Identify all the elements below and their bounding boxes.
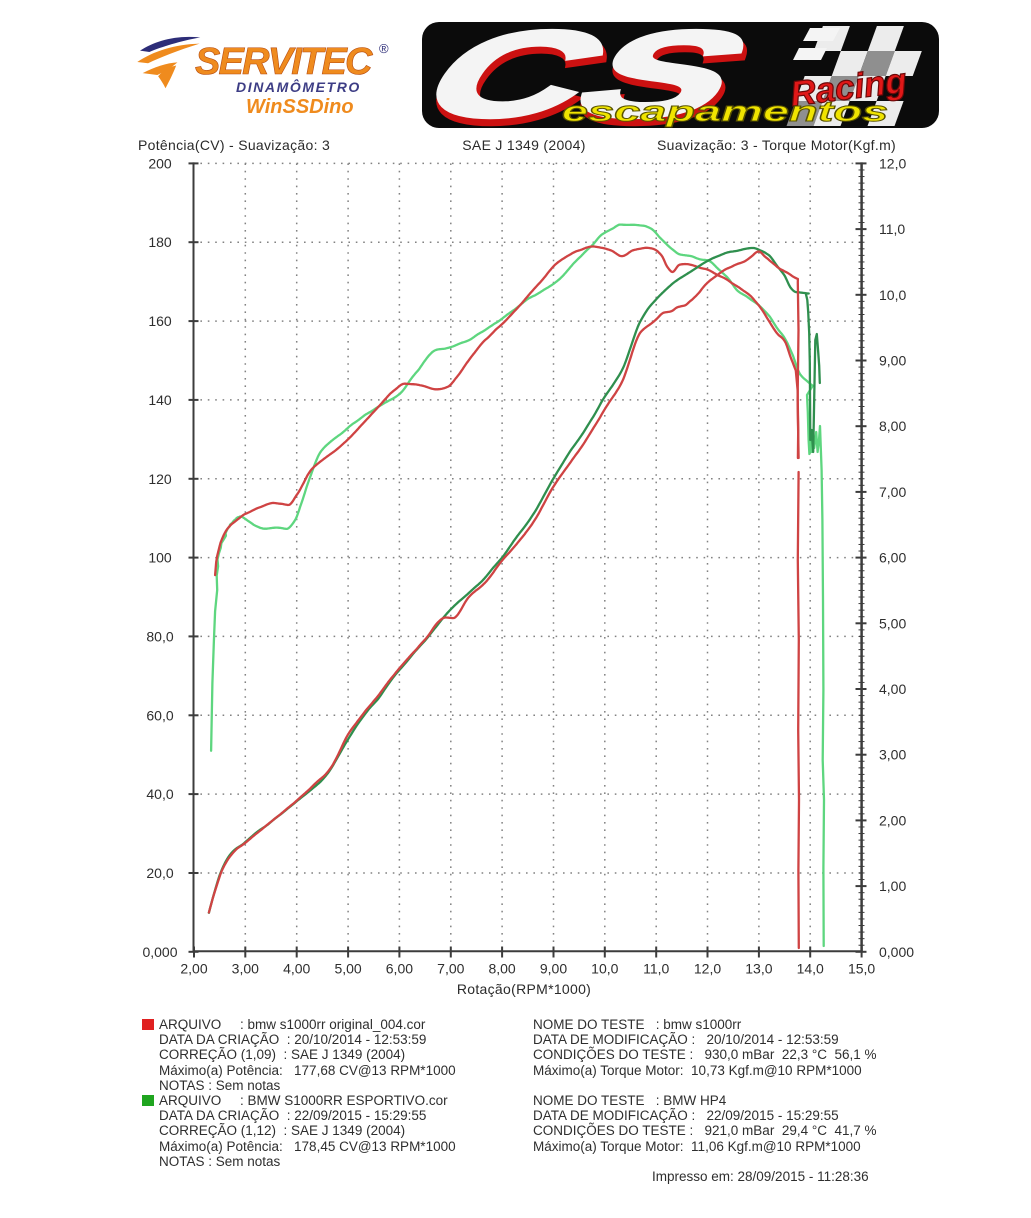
svg-text:1,00: 1,00 <box>879 878 906 894</box>
svg-text:9,00: 9,00 <box>879 353 906 369</box>
svg-text:5,00: 5,00 <box>334 961 361 977</box>
svg-text:160: 160 <box>148 313 172 329</box>
svg-text:0,000: 0,000 <box>879 944 914 960</box>
svg-text:6,00: 6,00 <box>879 550 906 566</box>
svg-text:11,0: 11,0 <box>879 221 905 237</box>
svg-text:11,0: 11,0 <box>643 961 669 977</box>
svg-text:WinSSDino: WinSSDino <box>246 96 354 118</box>
svg-text:escapamentos: escapamentos <box>562 96 888 128</box>
svg-text:2,00: 2,00 <box>879 812 906 828</box>
svg-text:8,00: 8,00 <box>879 418 906 434</box>
svg-text:60,0: 60,0 <box>146 707 173 723</box>
svg-text:0,000: 0,000 <box>142 944 177 960</box>
svg-text:100: 100 <box>148 550 172 566</box>
svg-text:Potência(CV) - Suavização: 3: Potência(CV) - Suavização: 3 <box>138 137 330 153</box>
svg-text:13,0: 13,0 <box>745 961 772 977</box>
svg-text:10,0: 10,0 <box>879 287 906 303</box>
svg-text:4,00: 4,00 <box>283 961 310 977</box>
svg-text:40,0: 40,0 <box>146 786 173 802</box>
svg-text:4,00: 4,00 <box>879 681 906 697</box>
svg-text:80,0: 80,0 <box>146 628 173 644</box>
svg-text:200: 200 <box>148 155 172 171</box>
svg-text:12,0: 12,0 <box>694 961 721 977</box>
svg-text:180: 180 <box>148 234 172 250</box>
svg-text:SAE J 1349 (2004): SAE J 1349 (2004) <box>462 137 585 153</box>
svg-text:3,00: 3,00 <box>879 747 906 763</box>
svg-text:9,00: 9,00 <box>540 961 567 977</box>
svg-text:7,00: 7,00 <box>437 961 464 977</box>
svg-text:14,0: 14,0 <box>797 961 824 977</box>
svg-text:2,00: 2,00 <box>180 961 207 977</box>
svg-text:12,0: 12,0 <box>879 155 906 171</box>
svg-text:20,0: 20,0 <box>146 865 173 881</box>
svg-text:®: ® <box>379 41 389 56</box>
svg-text:8,00: 8,00 <box>488 961 515 977</box>
svg-text:DINAMÔMETRO: DINAMÔMETRO <box>236 78 361 95</box>
svg-text:120: 120 <box>148 471 172 487</box>
svg-text:7,00: 7,00 <box>879 484 906 500</box>
svg-text:3,00: 3,00 <box>232 961 259 977</box>
svg-text:15,0: 15,0 <box>848 961 875 977</box>
svg-text:Suavização: 3 - Torque Motor(K: Suavização: 3 - Torque Motor(Kgf.m) <box>657 137 896 153</box>
svg-text:10,0: 10,0 <box>591 961 618 977</box>
svg-text:Rotação(RPM*1000): Rotação(RPM*1000) <box>457 981 591 997</box>
svg-text:6,00: 6,00 <box>386 961 413 977</box>
svg-text:5,00: 5,00 <box>879 615 906 631</box>
svg-text:SERVITEC: SERVITEC <box>195 41 373 83</box>
svg-text:140: 140 <box>148 392 172 408</box>
